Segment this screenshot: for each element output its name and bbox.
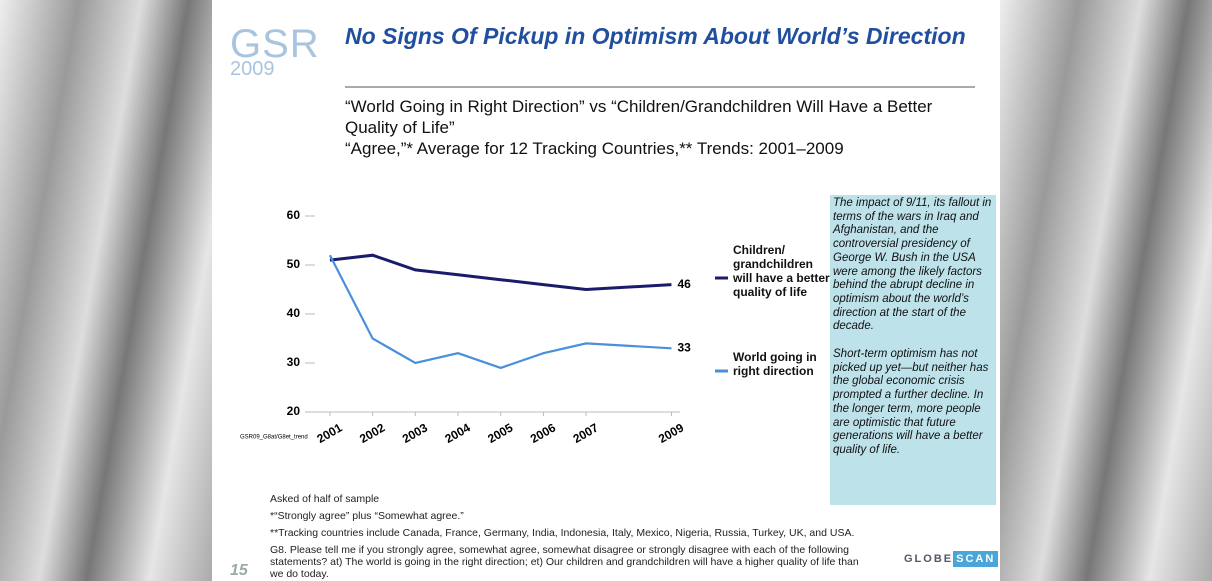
subtitle: “World Going in Right Direction” vs “Chi… [345,97,933,137]
x-tick-label: 2004 [443,420,473,446]
y-tick-label: 60 [287,208,301,222]
y-tick-label: 40 [287,306,301,320]
x-tick-label: 2007 [571,420,601,446]
brand-left: GLOBE [904,553,954,565]
rule [345,86,975,88]
footnotes: Asked of half of sample *“Strongly agree… [270,491,990,580]
x-tick-label: 2009 [656,420,686,446]
brand-right: SCAN [953,551,999,567]
end-label: 46 [677,277,691,291]
y-tick-label: 50 [287,257,301,271]
x-tick-label: 2005 [485,420,515,446]
source-label: GSR09_G8at/G8et_trend [240,435,308,441]
sidebar: The impact of 9/11, its fallout in terms… [830,195,996,505]
x-tick-label: 2001 [314,420,344,446]
brand: GLOBE SCAN [904,551,999,567]
x-tick-label: 2003 [400,420,430,446]
legend-label: World going in right direction [733,350,817,378]
left-photo [0,0,212,581]
logo-year: 2009 [230,58,275,80]
footnote: *“Strongly agree” plus “Somewhat agree.” [270,510,464,522]
end-label: 33 [677,340,691,354]
series-line [329,253,672,292]
y-tick-label: 30 [287,355,301,369]
footnote: Asked of half of sample [270,493,380,505]
title: No Signs Of Pickup in Optimism About Wor… [345,23,966,49]
series-line [328,254,672,370]
sidebar-text: The impact of 9/11, its fallout in terms… [833,197,992,333]
logo: GSR [230,22,320,66]
y-tick-label: 20 [287,404,301,418]
x-tick-label: 2006 [528,420,558,446]
legend-label: Children/ grandchildren will have a bett… [733,243,830,299]
x-tick-label: 2002 [357,420,387,446]
footnote: **Tracking countries include Canada, Fra… [270,527,855,539]
subtitle: “Agree,”* Average for 12 Tracking Countr… [345,139,844,158]
sidebar-text: Short-term optimism has not picked up ye… [833,348,989,456]
right-photo [1000,0,1212,581]
footnote: G8. Please tell me if you strongly agree… [270,544,859,580]
page-number: 15 [230,562,248,579]
